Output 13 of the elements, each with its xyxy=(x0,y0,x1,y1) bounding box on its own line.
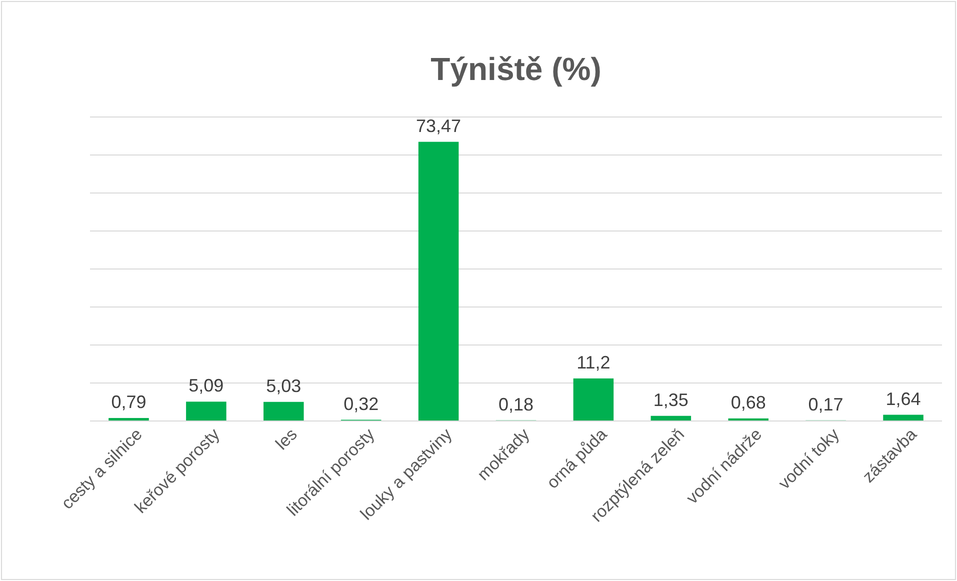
data-label: 0,79 xyxy=(111,392,146,412)
data-label: 11,2 xyxy=(576,352,610,372)
x-tick-label: les xyxy=(272,424,301,454)
data-label: 0,17 xyxy=(808,394,844,414)
data-label: 1,35 xyxy=(653,390,688,410)
data-label: 0,18 xyxy=(498,394,534,414)
chart-title: Týniště (%) xyxy=(430,51,602,87)
data-label: 0,32 xyxy=(344,394,379,414)
data-label: 0,68 xyxy=(730,392,766,412)
data-label: 5,03 xyxy=(266,376,302,396)
data-label: 1,64 xyxy=(886,388,921,409)
data-label: 73,47 xyxy=(416,116,462,136)
data-label: 5,09 xyxy=(188,376,224,396)
